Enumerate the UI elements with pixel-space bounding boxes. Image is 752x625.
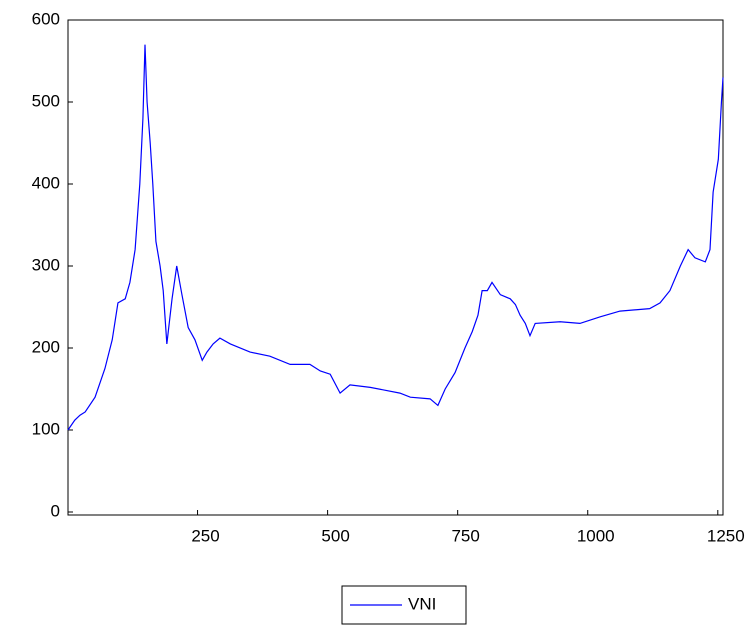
y-tick-label: 400 [32, 173, 60, 192]
y-tick-label: 0 [51, 501, 60, 520]
data-line [67, 44, 724, 431]
y-tick-label: 300 [32, 255, 60, 274]
legend-label: VNI [408, 594, 436, 613]
y-tick-label: 600 [32, 9, 60, 28]
x-tick-label: 750 [451, 526, 479, 545]
legend: VNI [341, 585, 467, 625]
y-tick-label: 500 [32, 91, 60, 110]
x-tick-label: 500 [321, 526, 349, 545]
y-tick-label: 200 [32, 337, 60, 356]
plot-frame [67, 19, 724, 516]
x-tick-label: 1000 [577, 526, 615, 545]
y-tick-label: 100 [32, 419, 60, 438]
x-tick-label: 1250 [707, 526, 745, 545]
x-tick-label: 250 [191, 526, 219, 545]
